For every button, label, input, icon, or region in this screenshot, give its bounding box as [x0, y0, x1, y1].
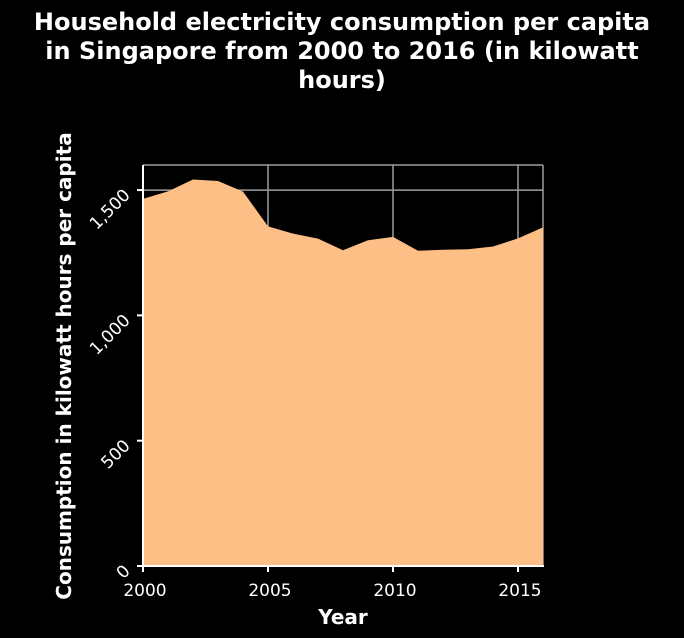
area-series: [142, 179, 544, 566]
axes: [137, 165, 544, 572]
x-tick-label: 2010: [373, 581, 416, 601]
chart-title-line-2: in Singapore from 2000 to 2016 (in kilow…: [45, 37, 639, 65]
area-series-0: [143, 179, 543, 566]
x-axis-title: Year: [317, 605, 368, 629]
y-tick-labels: 0 500 1,000 1,500: [86, 185, 135, 583]
y-tick-label: 1,000: [86, 311, 135, 360]
x-tick-label: 2005: [248, 581, 291, 601]
chart-title: Household electricity consumption per ca…: [0, 8, 684, 95]
y-axis-title: Consumption in kilowatt hours per capita: [52, 132, 76, 599]
y-tick-label: 1,500: [86, 185, 135, 234]
y-tick-label: 0: [113, 561, 135, 583]
chart-title-line-1: Household electricity consumption per ca…: [33, 8, 651, 36]
chart-title-line-3: hours): [298, 66, 386, 94]
y-tick-label: 500: [97, 436, 134, 473]
x-tick-label: 2000: [123, 581, 166, 601]
x-tick-labels: 2000 2005 2010 2015: [123, 581, 541, 601]
x-tick-label: 2015: [498, 581, 541, 601]
